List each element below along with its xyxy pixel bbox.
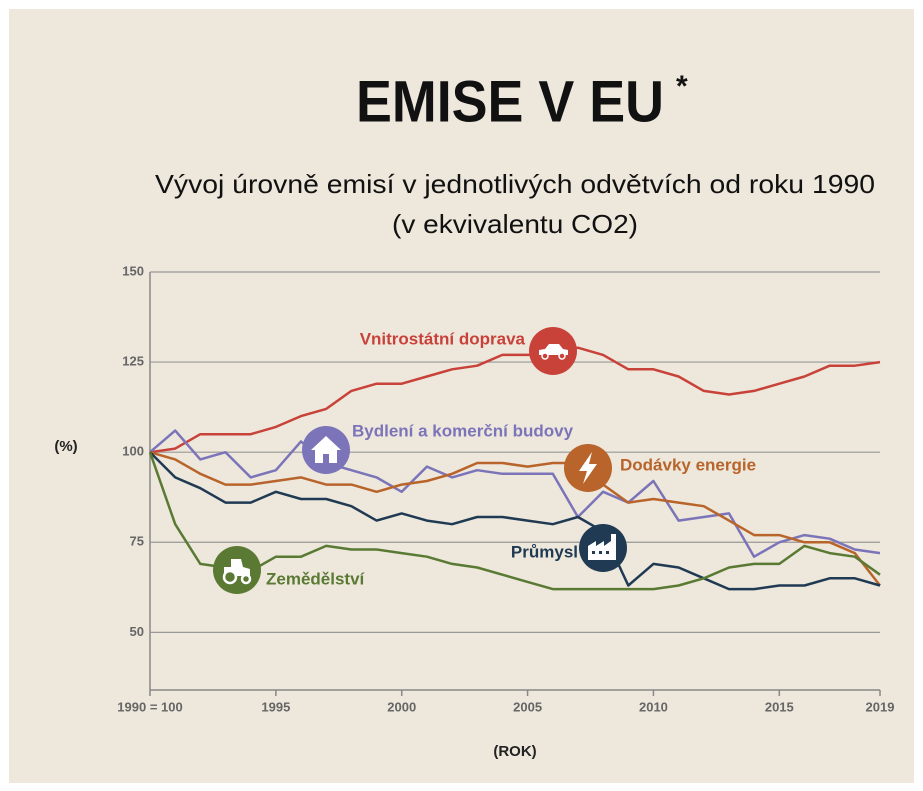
y-tick-label: 125 <box>122 354 144 369</box>
subtitle: (v ekvivalentu CO2) <box>392 209 638 239</box>
y-axis-label: (%) <box>54 438 77 455</box>
x-tick-label: 2019 <box>866 699 895 714</box>
icon-car <box>529 327 577 375</box>
subtitle: Vývoj úrovně emisí v jednotlivých odvětv… <box>155 169 875 199</box>
title-note: * <box>676 70 688 103</box>
x-tick-label: 2005 <box>513 699 542 714</box>
icon-tractor <box>213 546 261 594</box>
series-line <box>149 346 881 454</box>
series-label: Zemědělství <box>266 569 366 588</box>
x-tick-label: 2010 <box>639 699 668 714</box>
icon-factory <box>579 524 627 572</box>
x-tick-label: 1990 = 100 <box>117 699 182 714</box>
icons <box>213 327 627 594</box>
icon-house <box>302 426 350 474</box>
y-tick-label: 150 <box>122 263 144 278</box>
x-tick-label: 2015 <box>765 699 794 714</box>
plot: 50 75 100 125 150 1990 = 100 1995 2000 2005 2010 2… <box>117 263 894 714</box>
background <box>9 9 914 783</box>
y-tick-label: 100 <box>122 444 144 459</box>
series-line <box>149 450 881 587</box>
series-line <box>149 451 881 591</box>
icon-energy <box>564 444 612 492</box>
series-label: Bydlení a komerční budovy <box>352 421 574 440</box>
y-tick-label: 50 <box>130 624 144 639</box>
series-line <box>148 451 881 591</box>
x-tick-label: 2000 <box>387 699 416 714</box>
series-label: Dodávky energie <box>620 455 756 474</box>
series-label: Vnitrostátní doprava <box>360 329 526 348</box>
chart-title: EMISE V EU <box>356 69 664 134</box>
y-tick-label: 75 <box>130 534 144 549</box>
series-line <box>149 429 881 558</box>
x-tick-label: 1995 <box>261 699 290 714</box>
series-label: Průmysl <box>511 542 578 561</box>
x-axis-label: (ROK) <box>493 743 536 760</box>
